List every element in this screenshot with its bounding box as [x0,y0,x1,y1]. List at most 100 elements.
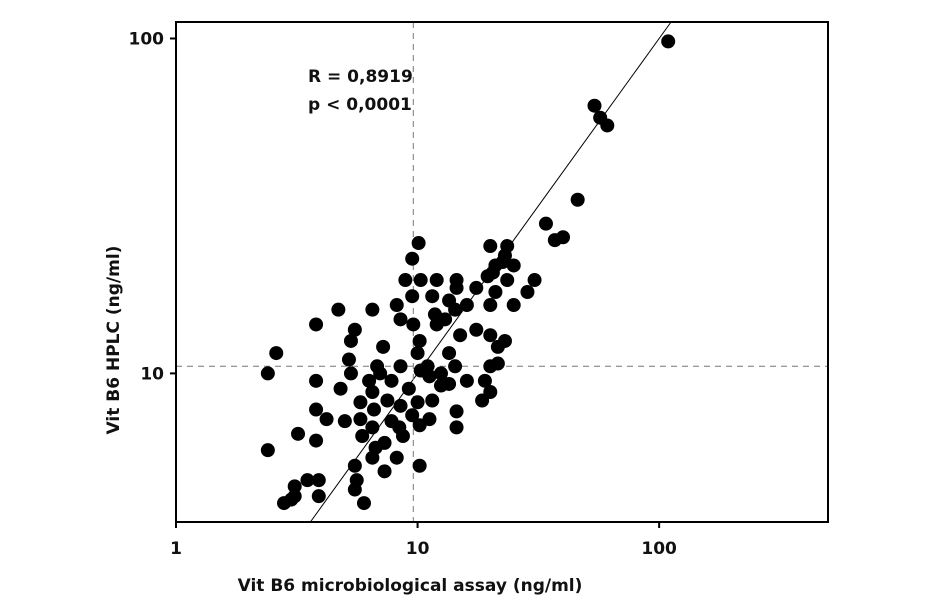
data-point [365,450,380,465]
p-value-annotation: p < 0,0001 [308,95,412,115]
data-point [333,381,348,396]
data-point [448,359,463,374]
data-point [291,426,306,441]
data-point [401,381,416,396]
data-point [355,429,370,444]
data-point [490,356,505,371]
data-point [411,236,426,251]
y-axis-ticks: 10 100 [129,29,176,384]
data-point [366,402,381,417]
data-point [260,443,275,458]
data-point [347,482,362,497]
data-point [527,273,542,288]
data-point [398,273,413,288]
data-point [661,34,676,49]
data-point [389,450,404,465]
data-point [393,312,408,327]
x-tick-label: 10 [406,539,430,559]
data-point [347,458,362,473]
data-point [405,289,420,304]
y-axis-title: Vit B6 HPLC (ng/ml) [104,246,124,435]
x-tick-label: 100 [641,539,677,559]
data-point [287,479,302,494]
data-point [300,473,315,488]
data-point [405,251,420,266]
data-point [406,317,421,332]
data-point [393,398,408,413]
data-point [600,118,615,133]
data-point [284,492,299,507]
data-point [410,346,425,361]
data-point [341,352,356,367]
data-point [413,273,428,288]
data-point [365,302,380,317]
data-point [365,384,380,399]
data-point [309,373,324,388]
data-point [433,366,448,381]
x-axis-ticks: 1 10 100 [170,522,677,559]
data-point [343,366,358,381]
data-point [362,373,377,388]
data-point [410,395,425,410]
data-point [520,285,535,300]
data-point [469,280,484,295]
data-point [429,273,444,288]
plot-frame [175,21,829,523]
data-point [425,289,440,304]
data-point [412,418,427,433]
data-point [365,420,380,435]
data-point [425,393,440,408]
data-point [309,402,324,417]
data-point [309,433,324,448]
data-point [587,98,602,113]
x-axis-title: Vit B6 microbiological assay (ng/ml) [238,576,583,596]
data-point [311,473,326,488]
data-point [438,312,453,327]
data-point [475,393,490,408]
data-point [260,366,275,381]
data-point [500,273,515,288]
data-point [506,298,521,313]
data-point [483,239,498,254]
data-points [260,34,676,511]
x-tick-label: 1 [170,539,182,559]
y-tick-label: 10 [140,364,164,384]
data-point [538,216,553,231]
data-point [556,230,571,245]
data-point [483,328,498,343]
data-point [395,429,410,444]
data-point [449,404,464,419]
data-point [389,298,404,313]
data-point [459,373,474,388]
data-point [570,192,585,207]
data-point [337,414,352,429]
data-point [405,408,420,423]
data-point [488,285,503,300]
data-point [442,346,457,361]
data-point [380,393,395,408]
data-point [449,280,464,295]
data-point [483,298,498,313]
data-point [269,346,284,361]
data-point [442,376,457,391]
data-point [373,366,388,381]
data-point [353,412,368,427]
data-point [490,339,505,354]
data-point [356,496,371,511]
data-point [319,412,334,427]
data-point [459,298,474,313]
data-point [384,373,399,388]
data-point [469,322,484,337]
y-tick-label: 100 [129,29,165,49]
data-point [453,328,468,343]
data-point [376,339,391,354]
data-point [412,333,427,348]
data-point [448,302,463,317]
data-point [449,420,464,435]
data-point [480,269,495,284]
data-point [353,395,368,410]
data-point [343,333,358,348]
data-point [506,258,521,273]
data-point [393,359,408,374]
